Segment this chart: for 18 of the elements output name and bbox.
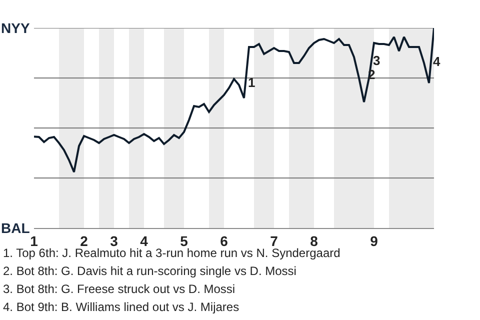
x-tick-label: 4 (140, 232, 148, 249)
annotation: 1 (248, 75, 256, 90)
text: NYY (1, 20, 30, 36)
annotation: 3 (373, 53, 380, 68)
x-tick-label: 5 (180, 232, 188, 249)
x-tick-label: 6 (220, 232, 228, 249)
x-tick-label: 2 (80, 232, 88, 249)
x-tick-label: 8 (310, 232, 318, 249)
text: 2. Bot 8th: G. Davis hit a run-scoring single vs D. Mossi (3, 264, 296, 278)
x-tick-label: 3 (110, 232, 118, 249)
text: 4. Bot 9th: B. Williams lined out vs J. Mijares (3, 300, 240, 314)
text: 1. Top 6th: J. Realmuto hit a 3-run home run vs N. Syndergaard (3, 246, 340, 260)
x-tick-label: 7 (270, 232, 278, 249)
text: 3. Bot 8th: G. Freese struck out vs D. Mossi (3, 282, 236, 296)
x-tick-label: 1 (30, 232, 38, 249)
annotation: 4 (433, 54, 441, 69)
x-tick-label: 9 (370, 232, 378, 249)
text: BAL (1, 220, 30, 236)
